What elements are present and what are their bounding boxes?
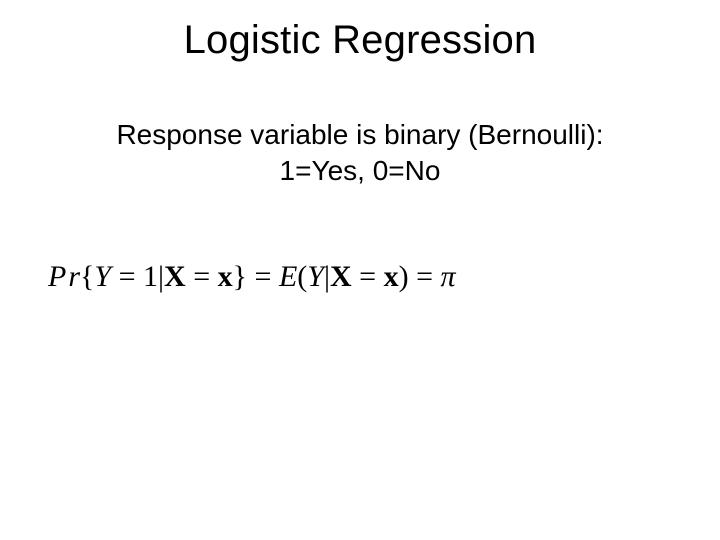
equation: Pr{Y = 1|X = x} = E(Y|X = x) = π <box>0 260 720 294</box>
eq-eq4: = <box>352 260 384 293</box>
eq-lbrace: { <box>80 260 94 293</box>
eq-xb2: x <box>384 260 399 293</box>
eq-pi: π <box>441 260 456 293</box>
eq-Xb: X <box>164 260 186 293</box>
subtitle-line-1: Response variable is binary (Bernoulli): <box>116 119 603 150</box>
eq-E: E <box>279 260 297 293</box>
eq-rbrace: } <box>233 260 247 293</box>
eq-lparen: ( <box>297 260 307 293</box>
eq-Pr: P <box>48 260 66 293</box>
eq-rparen: ) <box>399 260 409 293</box>
eq-eq2: = <box>186 260 218 293</box>
slide-container: Logistic Regression Response variable is… <box>0 0 720 540</box>
eq-r: r <box>68 260 80 293</box>
eq-Xb2: X <box>330 260 352 293</box>
eq-Y2: Y <box>307 260 324 293</box>
eq-Y: Y <box>94 260 111 293</box>
eq-eq3: = <box>247 260 279 293</box>
slide-subtitle: Response variable is binary (Bernoulli):… <box>0 117 720 190</box>
eq-eq5: = <box>409 260 441 293</box>
eq-eq1: = 1| <box>111 260 164 293</box>
subtitle-line-2: 1=Yes, 0=No <box>280 155 441 186</box>
slide-title: Logistic Regression <box>0 18 720 63</box>
eq-xb: x <box>218 260 233 293</box>
